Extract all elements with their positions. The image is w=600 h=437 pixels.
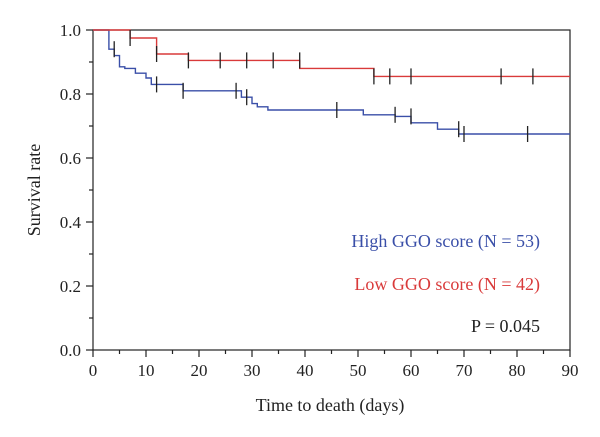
y-axis-title: Survival rate bbox=[24, 144, 44, 236]
censor-marks bbox=[113, 30, 534, 142]
plot-frame bbox=[92, 29, 571, 351]
x-axis-title: Time to death (days) bbox=[256, 395, 405, 416]
legend-low-ggo: Low GGO score (N = 42) bbox=[354, 274, 540, 295]
x-tick-label: 10 bbox=[138, 361, 155, 380]
survival-curve-low-ggo bbox=[93, 29, 570, 78]
y-tick-label: 0.4 bbox=[60, 213, 82, 232]
x-tick-label: 80 bbox=[509, 361, 526, 380]
y-tick-label: 0.2 bbox=[60, 277, 81, 296]
x-tick-label: 40 bbox=[297, 361, 314, 380]
y-tick-label: 0.0 bbox=[60, 341, 81, 360]
y-tick-label: 0.8 bbox=[60, 85, 81, 104]
x-tick-label: 60 bbox=[403, 361, 420, 380]
y-tick-label: 0.6 bbox=[60, 149, 81, 168]
x-tick-label: 90 bbox=[562, 361, 579, 380]
x-tick-label: 70 bbox=[456, 361, 473, 380]
p-value-annotation: P = 0.045 bbox=[471, 316, 540, 336]
x-tick-label: 30 bbox=[244, 361, 261, 380]
x-tick-label: 0 bbox=[89, 361, 98, 380]
axes: 0.0 0.2 0.4 0.6 0.8 1.0 0 10 20 30 40 50 60 70 80 90 bbox=[60, 21, 579, 380]
x-tick-label: 50 bbox=[350, 361, 367, 380]
survival-curve-high-ggo bbox=[93, 29, 570, 135]
curves bbox=[93, 29, 570, 135]
legend-high-ggo: High GGO score (N = 53) bbox=[351, 231, 540, 252]
x-tick-label: 20 bbox=[191, 361, 208, 380]
y-tick-label: 1.0 bbox=[60, 21, 81, 40]
